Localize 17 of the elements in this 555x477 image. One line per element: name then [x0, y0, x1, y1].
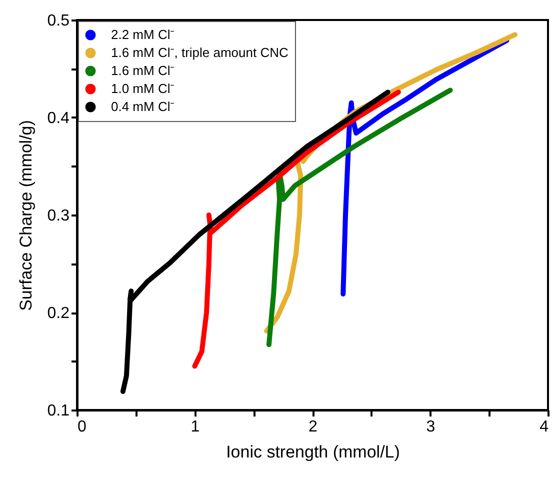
legend-label: 1.0 mM Cl⁻ — [111, 81, 174, 96]
x-axis-title: Ionic strength (mmol/L) — [226, 442, 400, 462]
y-tick-label: 0.1 — [47, 402, 70, 420]
y-tick-label: 0.3 — [47, 208, 70, 224]
x-tick-label: 0 — [78, 418, 86, 436]
legend-label: 1.6 mM Cl⁻, triple amount CNC — [111, 45, 288, 60]
x-tick-label: 1 — [190, 418, 200, 436]
legend-label: 1.6 mM Cl⁻ — [111, 63, 174, 78]
legend-label: 2.2 mM Cl⁻ — [111, 27, 174, 42]
y-tick-label: 0.4 — [47, 110, 70, 127]
y-axis-title: Surface Charge (mmol/g) — [16, 120, 36, 311]
legend-label: 0.4 mM Cl⁻ — [111, 99, 174, 114]
x-tick-label: 2 — [308, 418, 318, 436]
y-tick-label: 0.5 — [47, 12, 70, 30]
x-tick-label: 4 — [540, 418, 549, 436]
x-tick-label: 3 — [426, 418, 436, 436]
y-tick-label: 0.2 — [47, 305, 70, 322]
